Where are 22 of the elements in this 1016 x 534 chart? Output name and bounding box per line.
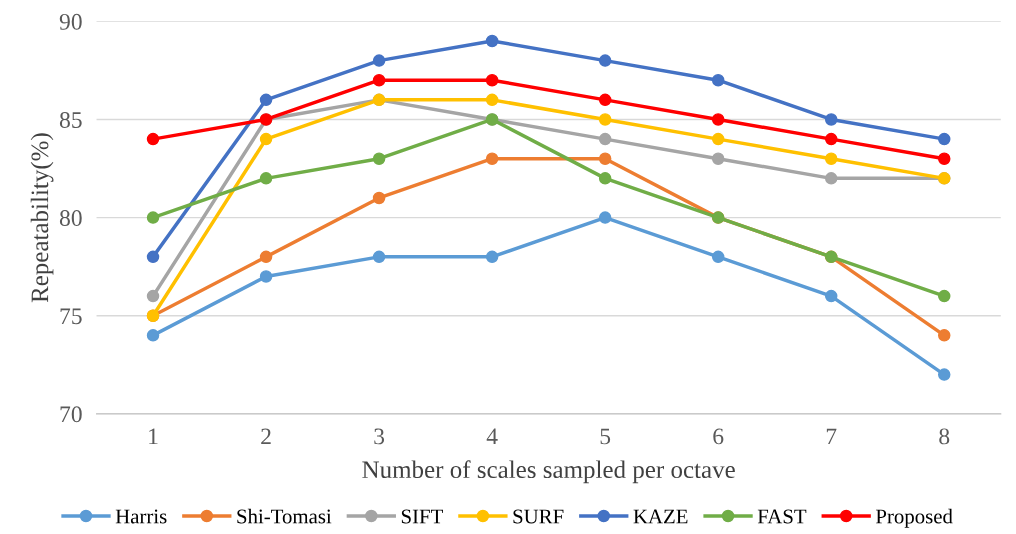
legend-label: Shi-Tomasi — [237, 508, 332, 524]
x-tick-label: 4 — [486, 428, 498, 445]
legend-label: Harris — [115, 509, 167, 524]
x-tick-label: 7 — [826, 428, 837, 445]
x-tick-label: 6 — [713, 428, 724, 445]
y-tick-label: 90 — [59, 13, 82, 30]
legend-label: KAZE — [633, 509, 688, 524]
x-tick-label: 2 — [261, 428, 271, 445]
y-tick-label: 75 — [60, 308, 82, 325]
x-axis-title: Number of scales sampled per octave — [362, 460, 735, 484]
legend-label: SURF — [513, 509, 564, 524]
x-tick-label: 8 — [939, 428, 950, 445]
y-tick-label: 70 — [60, 406, 82, 423]
y-axis-title: Repeatability(%) — [30, 133, 54, 303]
y-tick-label: 80 — [59, 210, 82, 227]
legend-label: FAST — [757, 509, 807, 524]
x-tick-label: 1 — [149, 428, 158, 445]
y-tick-label: 85 — [59, 111, 82, 128]
x-tick-label: 3 — [374, 428, 385, 445]
legend-label: SIFT — [401, 509, 443, 524]
legend-label: Proposed — [875, 508, 953, 528]
x-tick-label: 5 — [600, 428, 611, 445]
